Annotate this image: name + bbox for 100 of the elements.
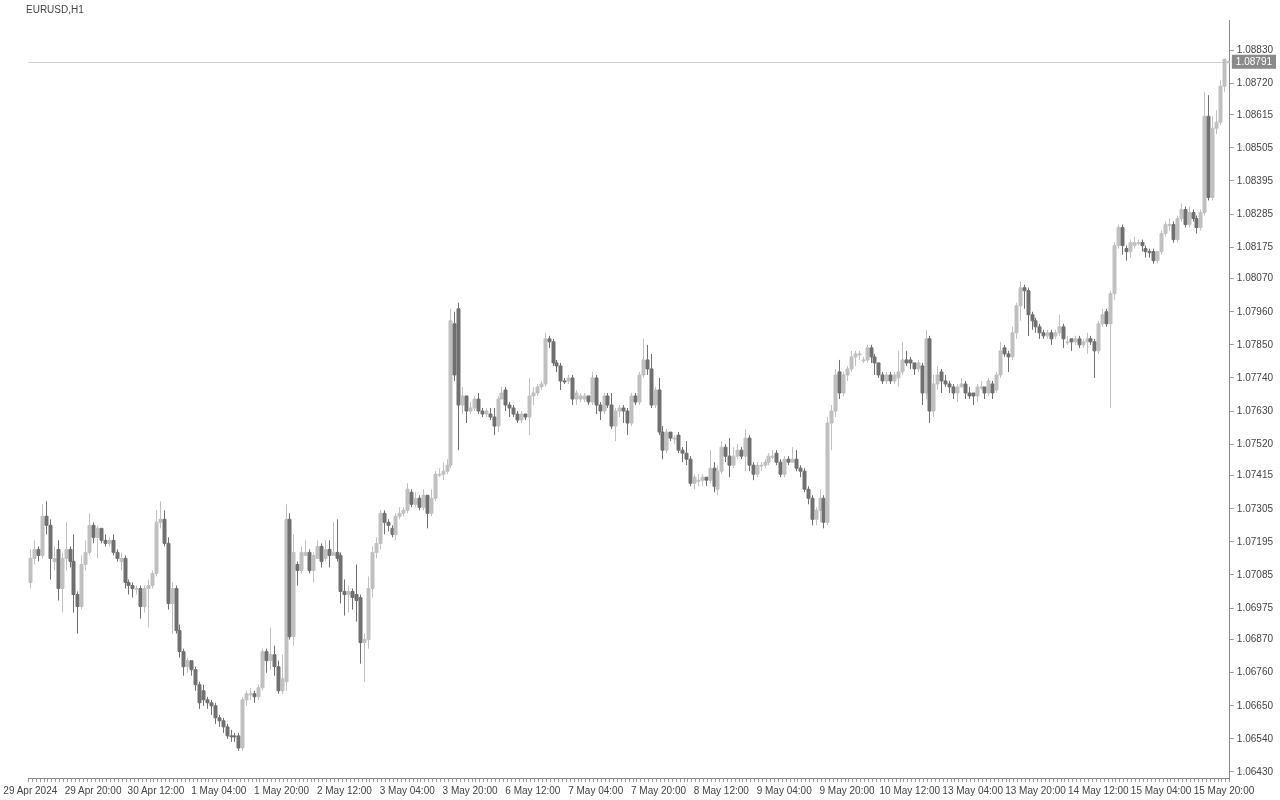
x-tick-label: 1 May 20:00 [254, 784, 310, 796]
y-tick-label: 1.06540 [1236, 732, 1274, 744]
candlestick [91, 521, 96, 544]
candlestick [425, 494, 430, 529]
candlestick [36, 545, 41, 562]
candlestick [888, 371, 893, 385]
candlestick [284, 503, 289, 692]
y-tick-label: 1.07520 [1236, 437, 1274, 449]
x-tick-label: 10 May 12:00 [879, 784, 941, 796]
candlestick [927, 335, 932, 424]
candlestick [1061, 323, 1066, 349]
candlestick [865, 344, 870, 364]
y-tick-label: 1.07740 [1236, 371, 1274, 383]
candlestick [558, 362, 563, 391]
candlestick [743, 428, 748, 472]
x-tick-label: 2 May 12:00 [316, 784, 373, 796]
candlestick [982, 386, 987, 400]
y-tick-label: 1.08505 [1236, 141, 1274, 153]
candlestick [213, 702, 218, 725]
y-tick-label: 1.08615 [1236, 108, 1274, 120]
candlestick [790, 446, 795, 463]
candlestick [1187, 205, 1192, 229]
x-tick-label: 14 May 12:00 [1068, 784, 1130, 796]
y-tick-label: 1.06870 [1236, 633, 1274, 645]
candlestick [625, 407, 630, 436]
candlestick [629, 392, 634, 427]
candlestick [99, 527, 104, 544]
candlestick [1183, 205, 1188, 229]
y-tick-label: 1.07305 [1236, 502, 1274, 514]
candlestick [170, 581, 175, 635]
candlestick [1057, 314, 1062, 337]
candlestick [441, 461, 446, 481]
y-tick-label: 1.07085 [1236, 568, 1274, 580]
candlestick [668, 431, 673, 442]
candlestick [1171, 221, 1176, 244]
candlestick [602, 392, 607, 415]
y-tick-label: 1.06650 [1236, 699, 1274, 711]
candlestick [1069, 338, 1074, 352]
candlestick [405, 482, 410, 514]
candlestick [472, 395, 477, 412]
candlestick [708, 449, 713, 484]
y-tick-label: 1.08720 [1236, 76, 1274, 88]
candlestick [295, 560, 300, 586]
candlestick [323, 539, 328, 562]
x-tick-label: 29 Apr 2024 [3, 784, 58, 796]
candlestick [1049, 329, 1054, 346]
candlestick [672, 434, 677, 445]
candlestick [201, 684, 206, 707]
candlestick [731, 446, 736, 469]
candlestick [1026, 287, 1031, 337]
candlestick [739, 446, 744, 460]
candlestick [727, 437, 732, 478]
candlestick [821, 494, 826, 529]
ref-line-label: 1.08791 [1235, 55, 1273, 67]
y-tick-label: 1.08395 [1236, 174, 1274, 186]
candlestick [476, 392, 481, 415]
candlestick [782, 455, 787, 478]
x-tick-label: 30 Apr 12:00 [127, 784, 185, 796]
candlestick [633, 392, 638, 406]
x-tick-label: 9 May 04:00 [756, 784, 813, 796]
candlestick [119, 551, 124, 571]
candlestick [492, 407, 497, 436]
y-tick-label: 1.08070 [1236, 272, 1274, 284]
candlestick [107, 536, 112, 547]
y-tick-label: 1.07630 [1236, 404, 1274, 416]
candlestick [464, 395, 469, 424]
candlestick [1085, 332, 1090, 355]
candlestick [582, 392, 587, 403]
y-tick-label: 1.07195 [1236, 535, 1274, 547]
candlestick [236, 732, 241, 752]
candlestick [40, 503, 45, 559]
candlestick [939, 368, 944, 394]
candlestick [527, 377, 532, 436]
y-tick-label: 1.08175 [1236, 240, 1274, 252]
candlestick [574, 389, 579, 406]
y-tick-label: 1.08285 [1236, 207, 1274, 219]
candlestick [413, 491, 418, 508]
x-tick-label: 13 May 20:00 [1005, 784, 1067, 796]
candlestick [700, 473, 705, 487]
y-tick-label: 1.07960 [1236, 305, 1274, 317]
candlestick [268, 627, 273, 671]
candlestick [766, 452, 771, 466]
x-tick-label: 7 May 20:00 [631, 784, 687, 796]
candlestick [543, 332, 548, 388]
candlestick [986, 377, 991, 397]
candlestick [837, 359, 842, 400]
candlestick [570, 374, 575, 406]
candlestick [291, 533, 296, 647]
candlestick [613, 407, 618, 442]
candlestick [130, 581, 135, 599]
candlestick [456, 302, 461, 451]
candlestick [264, 648, 269, 674]
x-tick-label: 7 May 04:00 [568, 784, 624, 796]
candlestick [307, 548, 312, 574]
candlestick [578, 392, 583, 403]
x-tick-label: 13 May 04:00 [942, 784, 1004, 796]
x-tick-label: 6 May 12:00 [505, 784, 561, 796]
x-tick-label: 8 May 12:00 [693, 784, 750, 796]
candlestick [1065, 335, 1070, 346]
y-tick-label: 1.07415 [1236, 469, 1274, 481]
